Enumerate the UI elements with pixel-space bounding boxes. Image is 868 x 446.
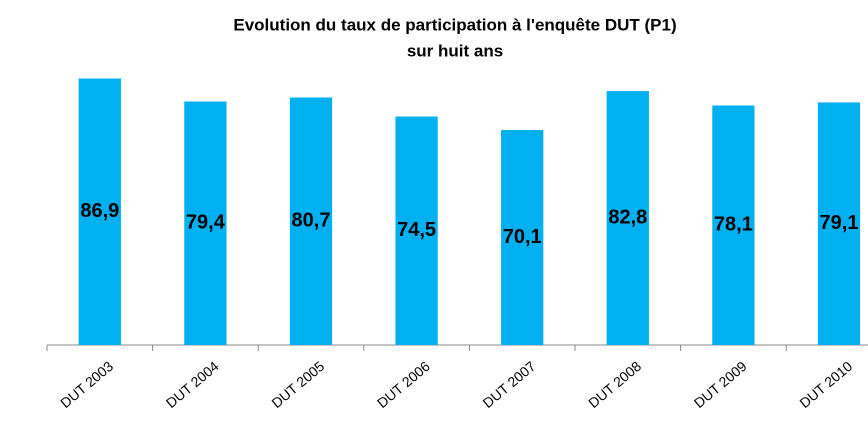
x-tick-label: DUT 2006 <box>374 358 433 411</box>
x-tick-label: DUT 2004 <box>163 358 222 411</box>
chart-title: Evolution du taux de participation à l'e… <box>233 15 676 34</box>
bar <box>289 97 333 346</box>
bar <box>606 91 649 345</box>
data-label: 80,7 <box>292 210 331 232</box>
bar <box>78 78 121 346</box>
data-label: 82,8 <box>608 206 647 228</box>
x-tick-label: DUT 2009 <box>691 358 750 411</box>
x-tick-label: DUT 2007 <box>480 358 539 411</box>
bar <box>395 116 438 346</box>
data-label: 70,1 <box>503 226 542 248</box>
data-label: 74,5 <box>397 219 436 241</box>
bar <box>817 102 861 345</box>
x-tick-label: DUT 2003 <box>57 358 116 411</box>
bar <box>184 101 227 345</box>
x-tick-label: DUT 2008 <box>585 358 644 411</box>
data-label: 79,4 <box>186 212 226 234</box>
chart-title: sur huit ans <box>407 41 503 60</box>
x-tick-label: DUT 2010 <box>796 358 855 411</box>
data-label: 78,1 <box>714 214 753 236</box>
data-label: 86,9 <box>80 200 119 222</box>
x-tick-label: DUT 2005 <box>268 358 327 411</box>
data-label: 79,1 <box>820 212 859 234</box>
bar <box>501 130 544 345</box>
bar <box>712 105 755 345</box>
